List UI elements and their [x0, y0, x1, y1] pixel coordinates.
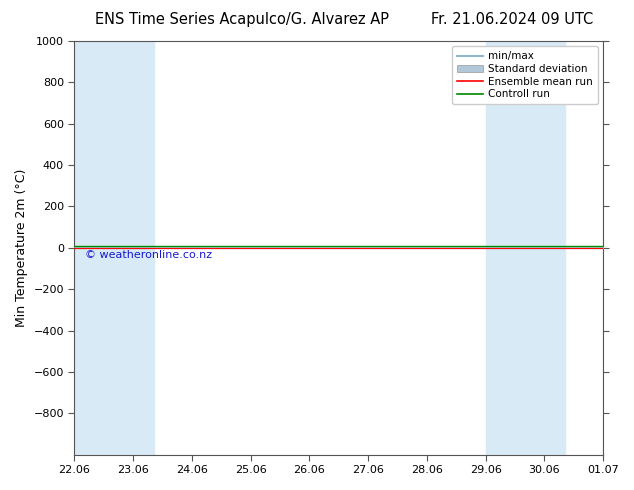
Text: ENS Time Series Acapulco/G. Alvarez AP: ENS Time Series Acapulco/G. Alvarez AP	[95, 12, 389, 27]
Legend: min/max, Standard deviation, Ensemble mean run, Controll run: min/max, Standard deviation, Ensemble me…	[451, 46, 598, 104]
Bar	[603, 41, 624, 455]
Bar	[74, 41, 133, 455]
Bar	[486, 41, 506, 455]
Bar	[506, 41, 565, 455]
Bar	[133, 41, 154, 455]
Y-axis label: Min Temperature 2m (°C): Min Temperature 2m (°C)	[15, 169, 28, 327]
Text: © weatheronline.co.nz: © weatheronline.co.nz	[85, 250, 212, 260]
Text: Fr. 21.06.2024 09 UTC: Fr. 21.06.2024 09 UTC	[431, 12, 593, 27]
